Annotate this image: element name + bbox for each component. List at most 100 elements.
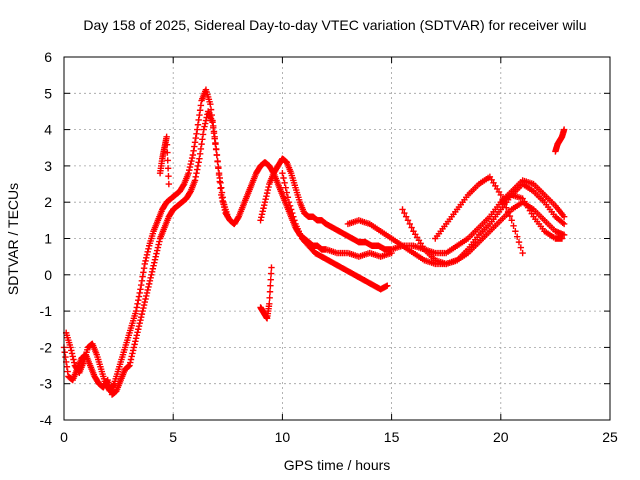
data-point	[154, 244, 162, 251]
chart-title: Day 158 of 2025, Sidereal Day-to-day VTE…	[83, 17, 586, 33]
y-tick-label: -4	[40, 412, 53, 428]
data-point	[133, 332, 140, 339]
data-point	[283, 189, 290, 196]
data-point	[384, 282, 391, 289]
data-point	[202, 117, 210, 124]
data-point	[149, 265, 157, 272]
data-point	[266, 294, 273, 301]
data-point	[263, 189, 271, 197]
data-point	[399, 206, 406, 213]
data-point	[194, 121, 202, 128]
data-point	[140, 269, 147, 276]
data-point	[137, 286, 144, 293]
y-tick-label: 4	[44, 122, 52, 138]
data-point	[287, 206, 295, 213]
data-point	[210, 122, 217, 130]
data-point	[196, 150, 204, 157]
series-sat-d	[279, 169, 391, 293]
data-point	[145, 280, 153, 288]
data-point	[208, 111, 215, 119]
data-point	[260, 205, 267, 212]
data-point	[140, 304, 147, 312]
data-marks	[60, 86, 568, 398]
data-point	[560, 231, 568, 239]
data-point	[194, 126, 201, 133]
data-point	[131, 341, 138, 348]
data-point	[193, 130, 200, 138]
data-point	[196, 107, 204, 114]
data-point	[192, 173, 199, 180]
data-point	[67, 344, 74, 351]
data-point	[135, 293, 143, 300]
data-point	[519, 249, 526, 257]
data-point	[186, 163, 194, 171]
x-tick-label: 0	[60, 429, 68, 445]
data-point	[217, 179, 224, 187]
data-point	[127, 356, 135, 363]
data-point	[291, 217, 298, 224]
data-point	[558, 235, 566, 242]
data-point	[284, 194, 292, 201]
data-point	[214, 157, 221, 165]
data-point	[63, 363, 71, 370]
series-sat-i	[257, 264, 275, 322]
series-sat-c	[62, 86, 231, 395]
data-point	[135, 297, 142, 304]
data-point	[199, 136, 206, 143]
data-point	[163, 133, 170, 141]
data-point	[61, 349, 68, 356]
data-point	[408, 224, 415, 231]
data-point	[215, 169, 223, 177]
data-point	[136, 320, 143, 327]
data-point	[137, 316, 144, 324]
data-point	[196, 111, 203, 119]
data-point	[141, 298, 149, 306]
data-point	[155, 241, 162, 248]
data-point	[137, 281, 145, 289]
data-point	[506, 212, 514, 220]
data-point	[281, 179, 288, 187]
data-point	[268, 264, 275, 271]
data-point	[517, 244, 525, 251]
data-point	[151, 259, 158, 266]
data-point	[258, 214, 265, 221]
data-point	[261, 202, 268, 209]
data-point	[150, 262, 157, 269]
data-point	[135, 326, 142, 333]
data-point	[70, 359, 78, 366]
data-point	[210, 128, 218, 135]
data-point	[404, 217, 412, 224]
data-point	[110, 381, 117, 389]
data-point	[194, 162, 202, 170]
data-point	[147, 274, 154, 282]
x-tick-label: 20	[493, 429, 509, 445]
data-point	[201, 123, 208, 130]
data-point	[560, 213, 568, 220]
data-point	[142, 257, 149, 265]
series-sat-b	[257, 155, 566, 257]
y-axis-label: SDTVAR / TECUs	[5, 183, 21, 295]
series-sat-f	[399, 180, 568, 268]
data-point	[503, 204, 510, 211]
data-point	[140, 264, 148, 272]
x-tick-label: 25	[602, 429, 618, 445]
data-point	[406, 220, 413, 228]
data-point	[69, 353, 76, 360]
data-point	[211, 133, 218, 141]
x-tick-label: 10	[275, 429, 291, 445]
series-sat-j	[552, 126, 568, 155]
data-point	[134, 329, 141, 336]
data-point	[193, 169, 200, 177]
data-point	[289, 209, 296, 217]
data-point	[68, 350, 76, 357]
data-point	[197, 145, 205, 153]
data-point	[165, 172, 172, 180]
series-sat-h	[497, 177, 568, 220]
data-point	[285, 199, 293, 206]
data-point	[165, 180, 173, 188]
data-point	[145, 245, 152, 252]
data-point	[129, 350, 136, 357]
data-point	[213, 151, 221, 159]
data-point	[257, 217, 264, 224]
